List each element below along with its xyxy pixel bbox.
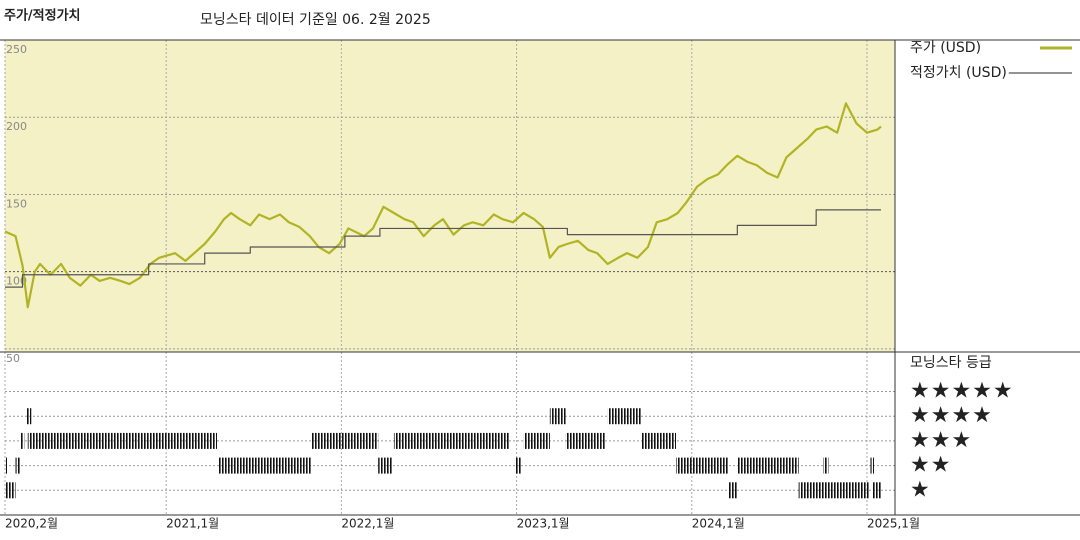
y-tick-label: 200 [6,120,27,133]
rating-label: ★★★ [910,428,972,453]
rating-period [870,457,874,474]
rating-label: ★ [910,477,931,502]
x-tick-label: 2021,1월 [166,517,219,531]
chart-title: 모닝스타 데이터 기준일 06. 2월 2025 [200,12,431,28]
rating-period [218,457,312,474]
plot-background [5,40,895,352]
rating-period [872,482,881,499]
legend-label: 적정가치 (USD) [910,65,1007,81]
rating-period [378,457,393,474]
rating-period [607,408,641,425]
rating-period [514,457,522,474]
x-tick-label: 2020,2월 [5,517,58,531]
left-title: 주가/적정가치 [4,8,81,24]
rating-period [20,432,25,449]
y-tick-label: 50 [6,352,20,365]
legend-label: 주가 (USD) [910,40,981,56]
rating-period [311,432,379,449]
y-tick-label: 250 [6,43,27,56]
rating-period [5,482,16,499]
rating-period [393,432,510,449]
series-line [5,209,881,288]
rating-period [27,432,217,449]
rating-period [26,408,32,425]
y-tick-label: 100 [6,275,27,288]
rating-period [798,482,869,499]
rating-period [640,432,677,449]
rating-period [565,432,606,449]
rating-period [676,457,729,474]
x-tick-label: 2023,1월 [517,517,570,531]
rating-period [728,482,738,499]
rating-period [523,432,550,449]
rating-label: ★★★★ [910,403,993,428]
rating-period [823,457,829,474]
rating-label: ★★★★★ [910,379,1014,404]
x-tick-label: 2024,1월 [692,517,745,531]
plot-layer: 50 100 150 200 250 2020,2월 2021,1월 2022,1월 2023,… [4,40,1072,531]
rating-title: 모닝스타 등급 [910,355,992,371]
rating-period [549,408,566,425]
x-tick-label: 2022,1월 [341,517,394,531]
rating-period [737,457,799,474]
rating-period [15,457,21,474]
x-tick-label: 2025,1월 [867,517,920,531]
rating-label: ★★ [910,453,951,478]
y-tick-label: 150 [6,197,27,210]
series-line [4,102,882,309]
rating-period [5,457,7,474]
